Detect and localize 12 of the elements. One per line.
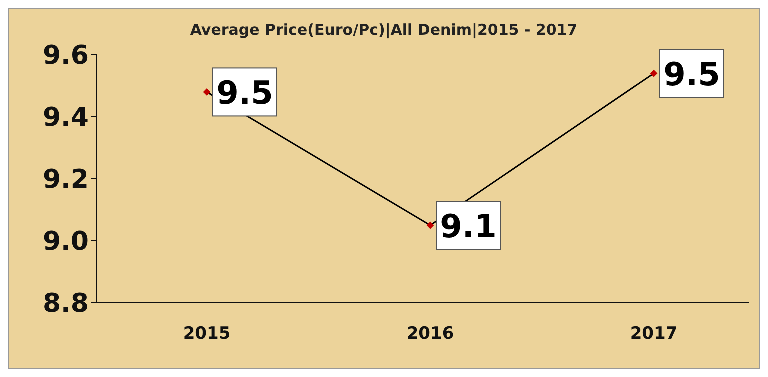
y-tick-label: 9.2 bbox=[42, 165, 89, 196]
x-tick-label: 2015 bbox=[183, 324, 231, 344]
chart-title: Average Price(Euro/Pc)|All Denim|2015 - 2017 bbox=[189, 20, 579, 41]
y-tick-label: 9.4 bbox=[42, 103, 89, 134]
y-tick-label: 8.8 bbox=[42, 289, 89, 320]
y-tick-label: 9.6 bbox=[42, 41, 89, 72]
x-tick-label: 2017 bbox=[630, 324, 678, 344]
data-label: 9.5 bbox=[216, 74, 274, 112]
y-tick-label: 9.0 bbox=[42, 227, 89, 258]
data-label: 9.1 bbox=[440, 208, 497, 246]
data-label: 9.5 bbox=[664, 56, 720, 94]
x-tick-label: 2016 bbox=[406, 324, 454, 344]
